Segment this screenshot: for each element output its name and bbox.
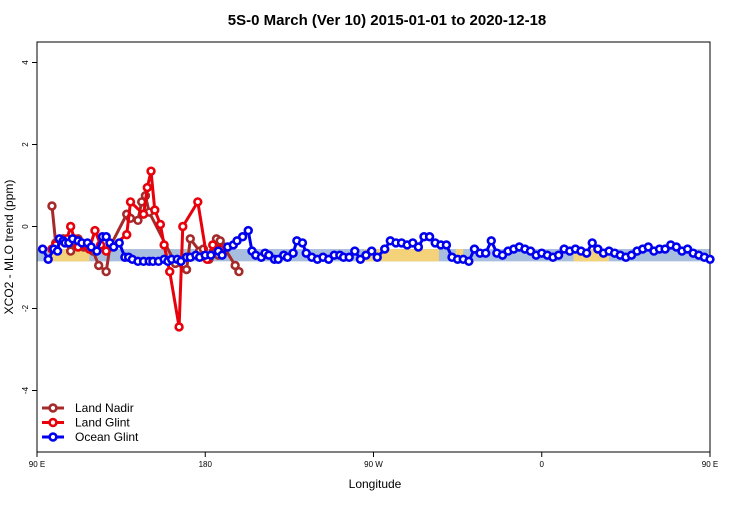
data-point: [441, 240, 452, 250]
data-point: [234, 266, 244, 277]
x-tick-label: 90 E: [29, 460, 45, 469]
legend-label: Land Glint: [75, 416, 130, 430]
data-point: [237, 232, 248, 242]
data-point: [65, 221, 76, 232]
data-point: [122, 230, 132, 240]
data-point: [208, 240, 218, 250]
y-axis: -4 -2 0 2 4: [21, 60, 37, 394]
series-layer: [37, 166, 715, 332]
data-point: [480, 248, 491, 258]
data-point: [133, 215, 143, 226]
data-point: [93, 260, 104, 271]
data-point: [90, 225, 100, 236]
data-point: [52, 246, 63, 256]
data-point: [101, 266, 111, 277]
data-point: [553, 250, 564, 260]
legend-label: Ocean Glint: [75, 430, 139, 444]
data-point: [587, 238, 597, 248]
y-axis-label: XCO2 - MLO trend (ppm): [2, 180, 16, 315]
data-point: [43, 254, 53, 264]
data-point: [372, 252, 382, 262]
data-point: [380, 244, 390, 254]
chart-title: 5S-0 March (Ver 10) 2015-01-01 to 2020-1…: [228, 12, 547, 29]
legend-swatch-marker: [48, 432, 58, 442]
legend-label: Land Nadir: [75, 401, 134, 415]
x-tick-label: 180: [199, 460, 213, 469]
data-point: [114, 238, 124, 248]
data-point: [138, 209, 149, 219]
data-point: [350, 246, 360, 256]
data-point: [206, 250, 216, 260]
data-point: [288, 248, 298, 258]
data-point: [297, 238, 308, 248]
data-point: [165, 266, 175, 277]
data-point: [581, 248, 592, 258]
data-point: [243, 225, 253, 236]
x-axis: 90 E 180 90 W 0 90 E: [29, 452, 718, 469]
data-point: [142, 182, 152, 193]
data-point: [413, 242, 424, 252]
data-point: [150, 205, 160, 215]
data-point: [37, 244, 48, 254]
y-tick-label: -4: [21, 386, 30, 394]
data-point: [155, 219, 166, 230]
data-point: [217, 250, 227, 260]
x-tick-label: 0: [540, 460, 545, 469]
x-tick-label: 90 W: [364, 460, 383, 469]
data-point: [174, 322, 184, 332]
x-tick-label: 90 E: [702, 460, 718, 469]
data-point: [193, 197, 203, 207]
y-tick-label: 4: [21, 60, 30, 65]
data-point: [47, 201, 57, 211]
legend-swatch-marker: [48, 403, 58, 413]
data-point: [344, 252, 354, 262]
y-tick-label: 0: [21, 224, 30, 229]
data-point: [146, 166, 156, 176]
data-point: [486, 236, 496, 246]
data-point: [159, 240, 169, 250]
data-point: [185, 234, 195, 244]
data-point: [65, 246, 76, 256]
data-point: [92, 246, 102, 256]
data-point: [181, 264, 192, 275]
data-point: [705, 254, 715, 264]
data-point: [366, 246, 377, 256]
data-point: [101, 246, 111, 256]
y-tick-label: 2: [21, 142, 30, 147]
series-ocean-glint: [37, 225, 715, 267]
data-point: [125, 197, 136, 207]
legend-swatch-marker: [48, 417, 58, 428]
x-axis-label: Longitude: [349, 477, 402, 491]
data-point: [178, 221, 188, 232]
y-tick-label: -2: [21, 304, 30, 312]
data-point: [424, 232, 435, 242]
data-point: [464, 256, 474, 267]
